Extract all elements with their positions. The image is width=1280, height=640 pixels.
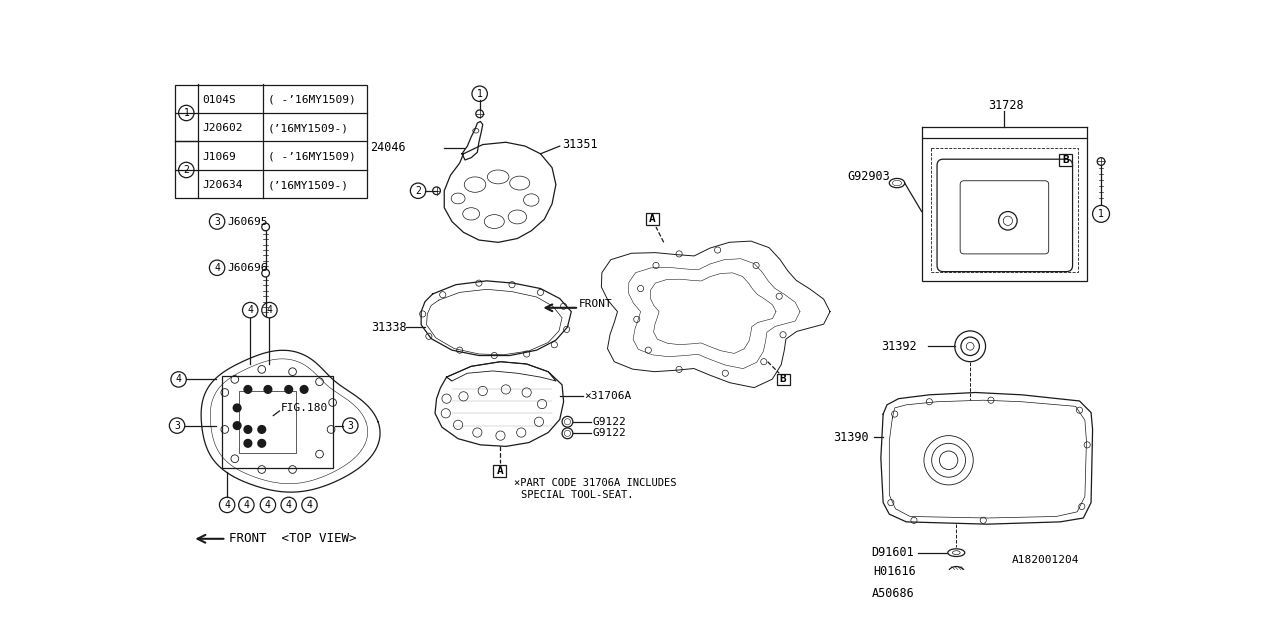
Text: 2: 2	[183, 165, 189, 175]
Text: G9122: G9122	[593, 417, 626, 427]
Text: A: A	[497, 466, 503, 476]
Text: 4: 4	[175, 374, 182, 385]
Circle shape	[285, 385, 293, 393]
Circle shape	[257, 426, 266, 433]
Text: A: A	[649, 214, 655, 224]
Text: D91601: D91601	[872, 546, 914, 559]
Text: (’16MY1509-): (’16MY1509-)	[268, 180, 349, 190]
Bar	[922, 138, 1087, 281]
Circle shape	[244, 426, 252, 433]
Circle shape	[233, 422, 241, 429]
Text: 1: 1	[1098, 209, 1103, 219]
Text: 3: 3	[347, 420, 353, 431]
Circle shape	[233, 404, 241, 412]
Text: 2: 2	[415, 186, 421, 196]
Text: J60695: J60695	[227, 216, 268, 227]
Text: 1: 1	[476, 89, 483, 99]
Text: J1069: J1069	[202, 152, 237, 162]
Text: 3: 3	[174, 420, 180, 431]
Circle shape	[244, 440, 252, 447]
Text: 31392: 31392	[882, 340, 918, 353]
Text: 4: 4	[266, 305, 273, 315]
Circle shape	[301, 385, 308, 393]
Text: 31351: 31351	[562, 138, 598, 151]
Text: B: B	[1062, 155, 1069, 165]
Text: 31728: 31728	[988, 99, 1024, 112]
Text: B: B	[780, 374, 786, 385]
Text: 4: 4	[214, 263, 220, 273]
Text: ( -’16MY1509): ( -’16MY1509)	[268, 95, 356, 105]
Text: 31338: 31338	[371, 321, 407, 333]
Bar	[931, 148, 1078, 271]
Text: A182001204: A182001204	[1012, 556, 1079, 565]
Text: SPECIAL TOOL-SEAT.: SPECIAL TOOL-SEAT.	[521, 490, 634, 500]
Text: 4: 4	[285, 500, 292, 510]
Text: 4: 4	[224, 500, 230, 510]
Text: ×31706A: ×31706A	[585, 391, 631, 401]
Text: 1: 1	[183, 108, 189, 118]
Text: G92903: G92903	[847, 170, 890, 184]
Text: 4: 4	[247, 305, 253, 315]
Text: ( -’16MY1509): ( -’16MY1509)	[268, 152, 356, 162]
Text: ×PART CODE 31706A INCLUDES: ×PART CODE 31706A INCLUDES	[513, 478, 676, 488]
Text: 31390: 31390	[833, 431, 869, 444]
Text: 3: 3	[214, 216, 220, 227]
Text: 4: 4	[307, 500, 312, 510]
Text: FRONT  <TOP VIEW>: FRONT <TOP VIEW>	[229, 532, 357, 545]
Text: (’16MY1509-): (’16MY1509-)	[268, 124, 349, 133]
Bar	[1059, 154, 1073, 166]
Text: 24046: 24046	[370, 141, 406, 154]
Text: J20634: J20634	[202, 180, 243, 190]
Circle shape	[264, 385, 271, 393]
Text: FRONT: FRONT	[579, 299, 613, 309]
Text: J20602: J20602	[202, 124, 243, 133]
Bar	[221, 376, 333, 468]
Circle shape	[257, 440, 266, 447]
Text: FIG.180: FIG.180	[282, 403, 328, 413]
Bar	[645, 214, 659, 225]
Bar	[175, 84, 367, 198]
Text: H01616: H01616	[873, 565, 916, 579]
Text: A50686: A50686	[872, 587, 914, 600]
Circle shape	[244, 385, 252, 393]
Bar	[238, 391, 297, 452]
Text: G9122: G9122	[593, 428, 626, 438]
Text: 4: 4	[265, 500, 271, 510]
Text: 0104S: 0104S	[202, 95, 237, 105]
Bar	[493, 465, 506, 477]
Text: 4: 4	[243, 500, 250, 510]
Bar	[777, 374, 790, 385]
Text: J60696: J60696	[227, 263, 268, 273]
